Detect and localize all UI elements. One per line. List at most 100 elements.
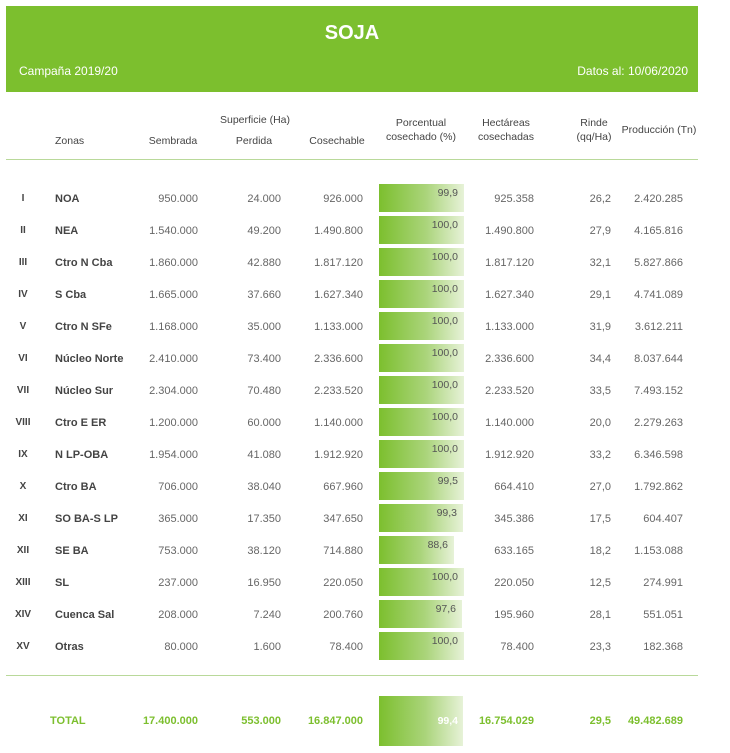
pct-cell: 99,3	[379, 504, 464, 534]
zone-roman: VII	[16, 385, 30, 396]
hectareas-value: 345.386	[494, 513, 534, 525]
produccion-value: 6.346.598	[634, 449, 683, 461]
pct-bar	[379, 536, 454, 564]
perdida-value: 70.480	[247, 385, 281, 397]
zone-name: SL	[55, 577, 70, 589]
pct-bar	[379, 312, 464, 340]
perdida-value: 42.880	[247, 257, 281, 269]
total-pct-bar	[379, 696, 463, 746]
rinde-value: 32,1	[589, 257, 611, 269]
hectareas-value: 1.912.920	[485, 449, 534, 461]
perdida-value: 7.240	[253, 609, 281, 621]
table-row: V Ctro N SFe 1.168.000 35.000 1.133.000 100,0…	[0, 312, 730, 342]
zone-roman: IV	[18, 289, 28, 300]
sembrada-value: 950.000	[158, 193, 198, 205]
header-divider	[6, 159, 698, 160]
pct-cell: 100,0	[379, 248, 464, 278]
zone-name: Otras	[55, 641, 84, 653]
hectareas-value: 1.817.120	[485, 257, 534, 269]
hectareas-value: 78.400	[500, 641, 534, 653]
total-pct-value: 99,4	[437, 715, 458, 727]
pct-cell: 88,6	[379, 536, 464, 566]
cosechable-value: 714.880	[323, 545, 363, 557]
pct-cell: 100,0	[379, 280, 464, 310]
pct-cell: 100,0	[379, 632, 464, 662]
zone-name: SO BA-S LP	[55, 513, 118, 525]
rinde-value: 27,0	[589, 481, 611, 493]
header-zonas: Zonas	[55, 135, 85, 147]
hectareas-value: 2.233.520	[485, 385, 534, 397]
cosechable-value: 200.760	[323, 609, 363, 621]
pct-bar	[379, 632, 464, 660]
zone-roman: V	[19, 321, 27, 332]
rinde-value: 34,4	[589, 353, 611, 365]
zone-name: SE BA	[55, 545, 89, 557]
total-sembrada: 17.400.000	[142, 715, 198, 727]
pct-value: 100,0	[431, 379, 458, 391]
pct-bar	[379, 376, 464, 404]
produccion-value: 4.741.089	[634, 289, 683, 301]
pct-value: 88,6	[427, 539, 448, 551]
zone-name: Ctro BA	[55, 481, 97, 493]
pct-value: 100,0	[431, 283, 458, 295]
pct-cell: 100,0	[379, 312, 464, 342]
header-hectareas-1: Hectáreas	[482, 117, 530, 129]
zone-name: Núcleo Norte	[55, 353, 124, 365]
pct-bar	[379, 440, 464, 468]
pct-cell: 100,0	[379, 216, 464, 246]
total-hectareas: 16.754.029	[478, 715, 534, 727]
pct-value: 100,0	[431, 219, 458, 231]
pct-bar	[379, 248, 464, 276]
total-rinde: 29,5	[589, 715, 611, 727]
total-row: TOTAL 17.400.000 553.000 16.847.000 99,4…	[0, 696, 730, 746]
sembrada-value: 1.860.000	[149, 257, 198, 269]
pct-value: 100,0	[431, 411, 458, 423]
cosechable-value: 1.627.340	[314, 289, 363, 301]
header-superficie: Superficie (Ha)	[219, 114, 291, 126]
perdida-value: 35.000	[247, 321, 281, 333]
table-row: X Ctro BA 706.000 38.040 667.960 99,5 664.410 2…	[0, 472, 730, 502]
table-row: II NEA 1.540.000 49.200 1.490.800 100,0 1.490.…	[0, 216, 730, 246]
header-cosechable: Cosechable	[309, 135, 365, 147]
produccion-value: 5.827.866	[634, 257, 683, 269]
zone-name: N LP-OBA	[55, 449, 109, 461]
perdida-value: 17.350	[247, 513, 281, 525]
perdida-value: 38.040	[247, 481, 281, 493]
perdida-value: 24.000	[247, 193, 281, 205]
pct-cell: 99,5	[379, 472, 464, 502]
cosechable-value: 926.000	[323, 193, 363, 205]
total-divider	[6, 675, 698, 676]
pct-cell: 99,9	[379, 184, 464, 214]
table-row: VII Núcleo Sur 2.304.000 70.480 2.233.520 100…	[0, 376, 730, 406]
table-row: IV S Cba 1.665.000 37.660 1.627.340 100,0 1.62…	[0, 280, 730, 310]
produccion-value: 1.153.088	[634, 545, 683, 557]
zone-name: Núcleo Sur	[55, 385, 114, 397]
cosechable-value: 2.336.600	[314, 353, 363, 365]
produccion-value: 1.792.862	[634, 481, 683, 493]
sembrada-value: 706.000	[158, 481, 198, 493]
pct-cell: 100,0	[379, 408, 464, 438]
data-date-label: Datos al: 10/06/2020	[577, 64, 688, 78]
pct-bar	[379, 184, 464, 212]
pct-cell: 100,0	[379, 440, 464, 470]
produccion-value: 7.493.152	[634, 385, 683, 397]
sembrada-value: 753.000	[158, 545, 198, 557]
cosechable-value: 2.233.520	[314, 385, 363, 397]
hectareas-value: 1.490.800	[485, 225, 534, 237]
cosechable-value: 1.133.000	[314, 321, 363, 333]
table-row: I NOA 950.000 24.000 926.000 99,9 925.358 26,2 2…	[0, 184, 730, 214]
sembrada-value: 365.000	[158, 513, 198, 525]
pct-bar	[379, 600, 462, 628]
produccion-value: 2.420.285	[634, 193, 683, 205]
total-pct-cell: 99,4	[379, 696, 464, 746]
table-row: XII SE BA 753.000 38.120 714.880 88,6 633.165 1…	[0, 536, 730, 566]
sembrada-value: 2.304.000	[149, 385, 198, 397]
pct-cell: 97,6	[379, 600, 464, 630]
total-produccion: 49.482.689	[627, 715, 683, 727]
rinde-value: 12,5	[589, 577, 611, 589]
title-banner: SOJA Campaña 2019/20 Datos al: 10/06/202…	[6, 6, 698, 92]
hectareas-value: 2.336.600	[485, 353, 534, 365]
sembrada-value: 1.540.000	[149, 225, 198, 237]
rinde-value: 28,1	[589, 609, 611, 621]
header-porcentual-2: cosechado (%)	[385, 131, 457, 143]
